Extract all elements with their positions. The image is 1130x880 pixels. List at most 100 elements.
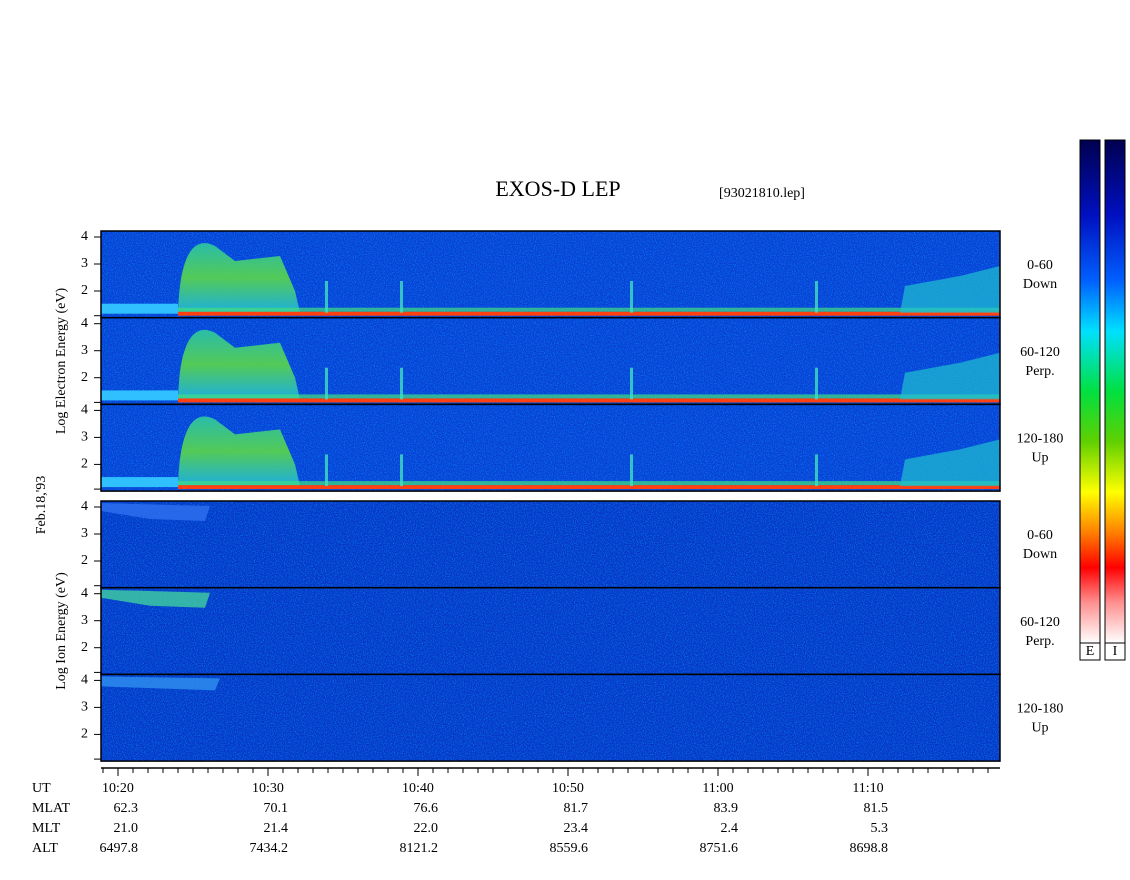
colorbar-label: I [1113,644,1118,659]
panel-noise [101,587,1000,675]
y-axis-label: Log Electron Energy (eV) [54,288,69,435]
ephemeris-value: 83.9 [714,801,739,816]
y-tick-label: 2 [81,370,88,385]
y-tick-label: 2 [81,283,88,298]
y-tick-label: 3 [81,613,88,628]
ephemeris-value: 8698.8 [850,841,889,856]
direction: Up [1031,451,1048,466]
row-name: UT [32,781,51,796]
colorbar-label: E [1086,644,1095,659]
y-tick-label: 4 [81,586,88,601]
low-energy-band [101,303,178,314]
y-tick-label: 4 [81,499,88,514]
electron-feature [178,243,300,313]
pitch-angle: 0-60 [1027,258,1053,273]
spike [815,367,818,400]
time-label: 11:00 [702,781,733,796]
y-tick-label: 2 [81,457,88,472]
row-name: MLAT [32,801,71,816]
ephemeris-value: 2.4 [721,821,739,836]
low-energy-band [101,390,178,401]
pitch-angle: 0-60 [1027,528,1053,543]
direction: Perp. [1025,364,1054,379]
baseline-band [178,398,1000,403]
spike [630,367,633,400]
colorbar [1104,139,1126,644]
ephemeris-value: 8121.2 [400,841,439,856]
time-label: 10:50 [552,781,584,796]
ephemeris-value: 7434.2 [250,841,289,856]
row-name: MLT [32,821,61,836]
spike [400,454,403,487]
ephemeris-value: 81.5 [864,801,889,816]
y-tick-label: 3 [81,430,88,445]
spike [325,367,328,400]
file-name: [93021810.lep] [719,186,805,201]
spectrograms: Log Electron Energy (eV) 4 3 2 0-60 Down 4 3 2 60… [54,229,1064,762]
direction: Up [1031,721,1048,736]
ephemeris-value: 23.4 [564,821,589,836]
direction: Down [1023,547,1057,562]
late-feature [900,352,1000,400]
time-label: 10:40 [402,781,434,796]
row-name: ALT [32,841,58,856]
y-axis-label: Log Ion Energy (eV) [54,572,69,690]
date-label: Feb.18,'93 [34,476,49,535]
time-label: 10:20 [102,781,134,796]
electron-feature [178,329,300,400]
spike [325,454,328,487]
ion-feature [101,589,210,608]
baseline-band [178,311,1000,316]
electron-feature [178,416,300,487]
y-tick-label: 2 [81,640,88,655]
baseline-glow [178,481,1000,486]
y-tick-label: 4 [81,673,88,688]
spike [400,367,403,400]
spike [325,281,328,313]
y-tick-label: 4 [81,316,88,331]
time-label: 10:30 [252,781,284,796]
y-tick-label: 3 [81,700,88,715]
time-label: 11:10 [852,781,883,796]
baseline-glow [178,394,1000,399]
pitch-angle: 120-180 [1017,432,1064,447]
title: EXOS-D LEP [495,176,620,201]
y-tick-label: 3 [81,256,88,271]
pitch-angle: 120-180 [1017,702,1064,717]
ephemeris-value: 8751.6 [700,841,739,856]
y-tick-label: 2 [81,727,88,742]
ion-feature [101,676,220,691]
panel-frame [100,403,1001,492]
baseline-band [178,485,1000,490]
ephemeris-value: 76.6 [414,801,439,816]
y-tick-label: 4 [81,229,88,244]
pitch-angle: 60-120 [1020,345,1060,360]
ion-feature [101,503,210,521]
baseline-glow [178,307,1000,312]
ephemeris-value: 21.0 [114,821,139,836]
panel-noise [101,674,1000,762]
colorbar-label-box [1104,642,1126,661]
direction: Perp. [1025,634,1054,649]
y-tick-label: 3 [81,343,88,358]
panel-frame [100,673,1001,762]
panel-noise [101,501,1000,588]
colorbar-label-box [1079,642,1101,661]
low-energy-band [101,477,178,488]
late-feature [900,439,1000,487]
ephemeris-value: 22.0 [414,821,439,836]
colorbar [1079,139,1101,644]
spike [400,281,403,313]
ephemeris-value: 81.7 [564,801,589,816]
ephemeris-value: 5.3 [871,821,889,836]
y-tick-label: 3 [81,526,88,541]
time-axis: UT 10:20 10:30 10:40 10:50 11:00 11:10 MLAT 62.3… [32,767,1000,856]
ephemeris-value: 21.4 [264,821,289,836]
ephemeris-value: 70.1 [264,801,289,816]
y-tick-label: 4 [81,403,88,418]
spike [815,281,818,313]
late-feature [900,266,1000,313]
ephemeris-value: 62.3 [114,801,139,816]
